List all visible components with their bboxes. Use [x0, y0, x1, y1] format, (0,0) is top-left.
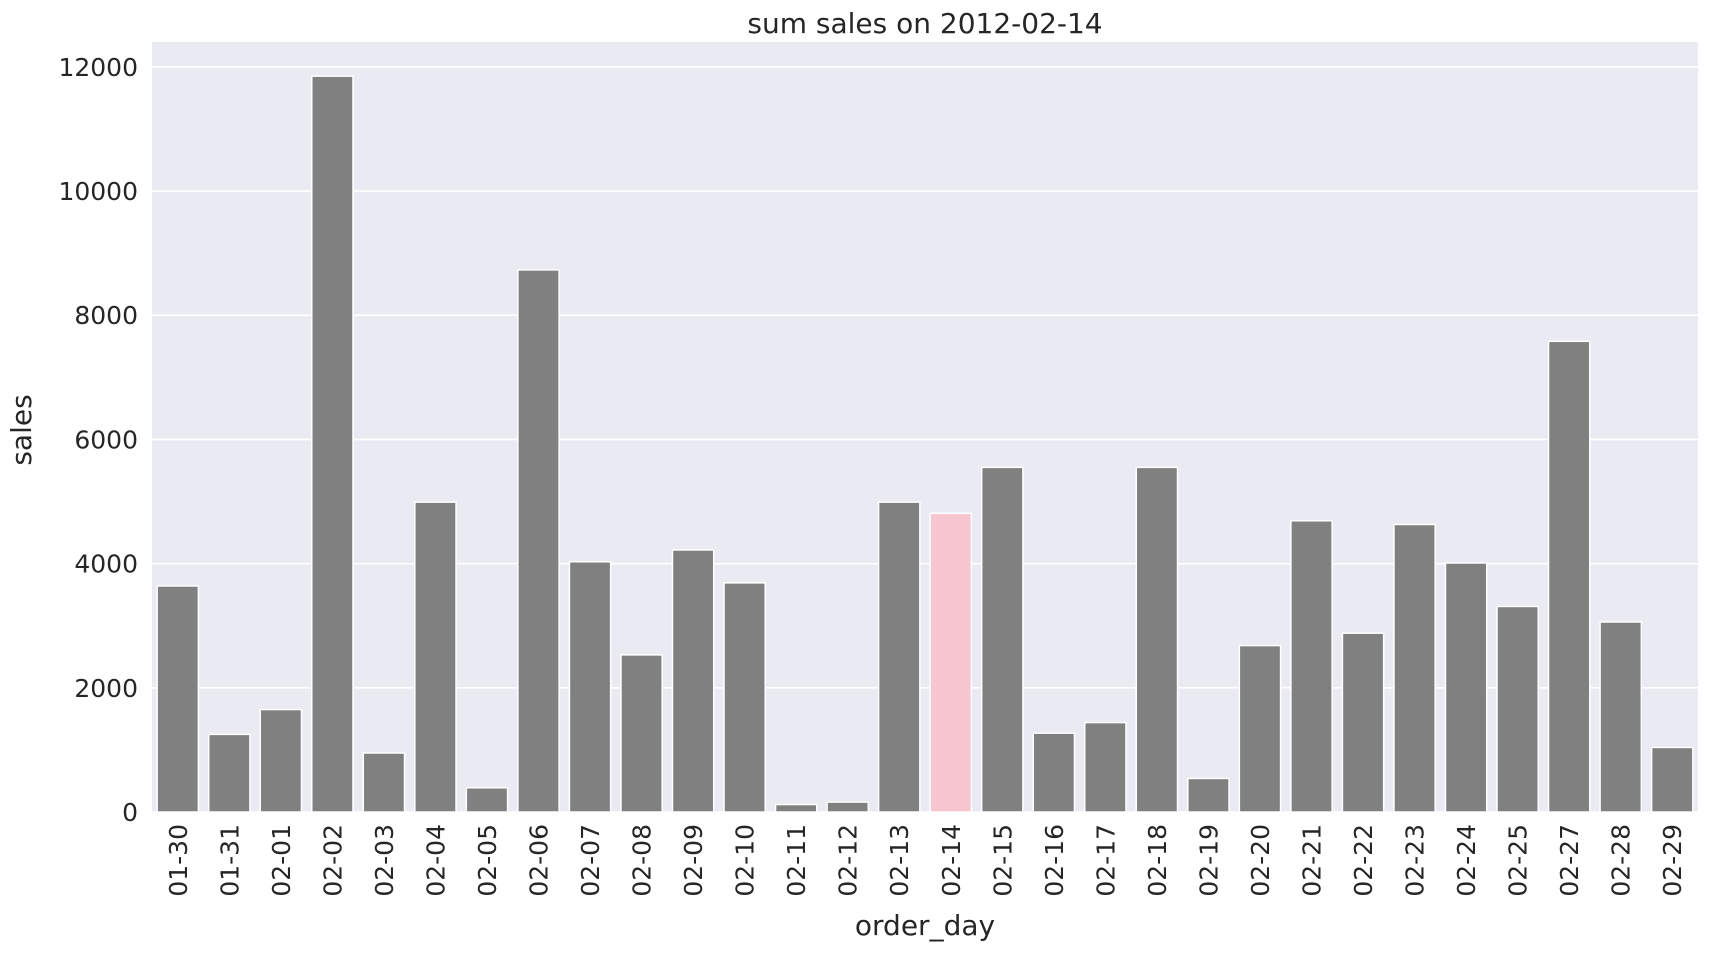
gridlines [152, 66, 1698, 813]
x-tick-label: 02-27 [1555, 824, 1584, 897]
x-tick-label: 02-13 [885, 824, 914, 897]
x-tick-label: 02-04 [421, 824, 450, 897]
y-tick-label: 4000 [74, 550, 138, 579]
x-tick-label: 02-24 [1452, 824, 1481, 897]
y-axis-label: sales [5, 394, 38, 465]
x-axis-ticks: 01-30 01-31 02-01 02-02 02-03 02-04 02-05 02-06… [164, 824, 1687, 897]
bars [156, 75, 1694, 813]
bar [1444, 562, 1488, 813]
x-tick-label: 02-08 [628, 824, 657, 897]
y-tick-label: 12000 [58, 53, 138, 82]
x-tick-label: 02-10 [731, 824, 760, 897]
bar [620, 654, 663, 813]
bar [311, 75, 354, 813]
bar [774, 803, 818, 813]
bar [1084, 721, 1127, 813]
bar [723, 582, 766, 813]
x-tick-label: 02-22 [1349, 824, 1378, 897]
x-axis-label: order_day [855, 909, 995, 942]
x-tick-label: 02-15 [988, 824, 1017, 897]
x-tick-label: 02-21 [1298, 824, 1327, 897]
bar [671, 549, 715, 813]
bar [877, 501, 921, 813]
x-tick-label: 02-25 [1504, 824, 1533, 897]
x-tick-label: 02-12 [834, 824, 863, 897]
x-tick-label: 02-20 [1246, 824, 1275, 897]
bar [568, 561, 612, 813]
bar [517, 269, 560, 813]
x-tick-label: 02-18 [1143, 824, 1172, 897]
bar [980, 466, 1024, 813]
bar [259, 708, 303, 813]
x-tick-label: 02-03 [370, 824, 399, 897]
x-tick-label: 02-17 [1091, 824, 1120, 897]
x-tick-label: 02-02 [318, 824, 347, 897]
y-tick-label: 2000 [74, 674, 138, 703]
x-tick-label: 02-11 [782, 824, 811, 897]
x-tick-label: 02-14 [937, 824, 966, 897]
x-tick-label: 01-30 [164, 824, 193, 897]
x-tick-label: 02-28 [1607, 824, 1636, 897]
bar [1650, 746, 1694, 813]
bar [465, 787, 509, 813]
x-tick-label: 02-07 [576, 824, 605, 897]
x-tick-label: 02-06 [525, 824, 554, 897]
bar [826, 801, 870, 813]
y-tick-label: 6000 [74, 425, 138, 454]
chart-title: sum sales on 2012-02-14 [747, 7, 1102, 40]
y-tick-label: 8000 [74, 301, 138, 330]
x-tick-label: 02-01 [267, 824, 296, 897]
bar [1496, 605, 1539, 813]
bar [1290, 520, 1333, 813]
y-axis-ticks: 0 2000 4000 6000 8000 10000 12000 [58, 53, 138, 827]
bar [1341, 632, 1385, 813]
x-tick-label: 02-16 [1040, 824, 1069, 897]
bar [1547, 340, 1591, 813]
bar [362, 752, 406, 813]
bar-highlighted [929, 512, 973, 813]
bar [1135, 466, 1179, 813]
bar [1599, 621, 1643, 813]
bar [414, 501, 457, 813]
x-tick-label: 02-05 [473, 824, 502, 897]
x-tick-label: 02-29 [1658, 824, 1687, 897]
bar [207, 733, 251, 813]
x-tick-label: 01-31 [215, 824, 244, 897]
y-tick-label: 10000 [58, 177, 138, 206]
bar [156, 585, 200, 813]
bar [1187, 777, 1230, 813]
y-tick-label: 0 [122, 798, 138, 827]
x-tick-label: 02-23 [1401, 824, 1430, 897]
bar [1032, 732, 1076, 813]
plot-area [152, 42, 1698, 812]
x-tick-label: 02-19 [1194, 824, 1223, 897]
bar [1238, 644, 1282, 813]
bar [1393, 523, 1436, 813]
x-tick-label: 02-09 [679, 824, 708, 897]
